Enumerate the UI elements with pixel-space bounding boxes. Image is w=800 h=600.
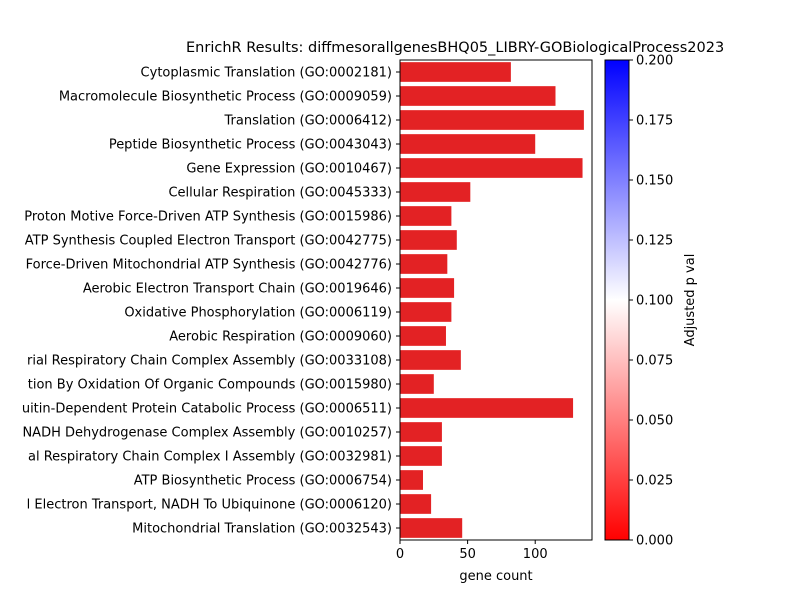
category-label: tion By Oxidation Of Organic Compounds (…	[28, 378, 392, 393]
y-tick-labels: Cytoplasmic Translation (GO:0002181) Macr…	[22, 66, 400, 537]
colorbar	[604, 59, 630, 541]
colorbar-tick-label: 0.150	[636, 174, 673, 189]
plot-frame	[399, 59, 593, 541]
bars-group	[400, 62, 584, 538]
category-label: ATP Biosynthetic Process (GO:0006754)	[134, 474, 392, 489]
bar-9	[400, 254, 448, 274]
category-label: Cellular Respiration (GO:0045333)	[168, 186, 392, 201]
x-tick-label: 0	[396, 547, 404, 562]
bar-18	[400, 470, 423, 490]
colorbar-tick-label: 0.000	[636, 534, 673, 549]
bar-1	[400, 62, 511, 82]
colorbar-ticks: 0.000 0.025 0.050 0.075 0.100 0.125 0.150 0.175…	[629, 54, 673, 549]
colorbar-tick-label: 0.075	[636, 354, 673, 369]
x-tick-label: 50	[459, 547, 476, 562]
colorbar-tick-label: 0.200	[636, 54, 673, 69]
bar-10	[400, 278, 455, 298]
bar-5	[400, 158, 583, 178]
category-label: Aerobic Respiration (GO:0009060)	[169, 330, 392, 345]
bar-2	[400, 86, 556, 106]
colorbar-label: Adjusted p val	[683, 254, 698, 347]
bar-12	[400, 326, 446, 346]
category-label: Translation (GO:0006412)	[224, 114, 392, 129]
category-label: l Electron Transport, NADH To Ubiquinone…	[27, 498, 392, 513]
category-label: NADH Dehydrogenase Complex Assembly (GO:…	[22, 426, 392, 441]
category-label: rial Respiratory Chain Complex Assembly …	[27, 354, 392, 369]
category-label: Oxidative Phosphorylation (GO:0006119)	[124, 306, 392, 321]
category-label: al Respiratory Chain Complex I Assembly …	[28, 450, 392, 465]
x-ticks: 0 50 100	[396, 540, 548, 562]
x-tick-label: 100	[523, 547, 548, 562]
bar-19	[400, 494, 432, 514]
bar-20	[400, 518, 463, 538]
bar-6	[400, 182, 471, 202]
category-label: Aerobic Electron Transport Chain (GO:001…	[83, 282, 392, 297]
colorbar-tick-label: 0.100	[636, 294, 673, 309]
colorbar-tick-label: 0.025	[636, 474, 673, 489]
category-label: Macromolecule Biosynthetic Process (GO:0…	[59, 90, 392, 105]
bar-14	[400, 374, 434, 394]
colorbar-tick-label: 0.125	[636, 234, 673, 249]
bar-4	[400, 134, 536, 154]
category-label: Peptide Biosynthetic Process (GO:0043043…	[109, 138, 392, 153]
bar-13	[400, 350, 461, 370]
category-label: Mitochondrial Translation (GO:0032543)	[132, 522, 392, 537]
bar-7	[400, 206, 452, 226]
bar-17	[400, 446, 442, 466]
category-label: ATP Synthesis Coupled Electron Transport…	[25, 234, 392, 249]
category-label: Gene Expression (GO:0010467)	[186, 162, 392, 177]
category-label: Proton Motive Force-Driven ATP Synthesis…	[24, 210, 392, 225]
x-axis-label: gene count	[459, 569, 532, 584]
bar-16	[400, 422, 442, 442]
colorbar-tick-label: 0.175	[636, 114, 673, 129]
chart-title: EnrichR Results: diffmesorallgenesBHQ05_…	[186, 40, 724, 56]
bar-15	[400, 398, 574, 418]
category-label: Cytoplasmic Translation (GO:0002181)	[141, 66, 392, 81]
bar-8	[400, 230, 457, 250]
bar-11	[400, 302, 452, 322]
bar-3	[400, 110, 584, 130]
colorbar-tick-label: 0.050	[636, 414, 673, 429]
category-label: Force-Driven Mitochondrial ATP Synthesis…	[26, 258, 392, 273]
category-label: uitin-Dependent Protein Catabolic Proces…	[22, 402, 392, 417]
